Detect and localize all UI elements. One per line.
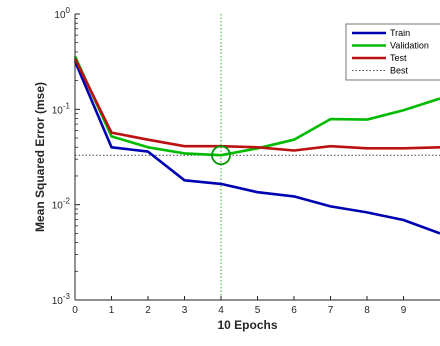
- legend-label-best: Best: [390, 66, 409, 76]
- y-tick-label: 10-1: [52, 101, 71, 116]
- best-reference-lines: [75, 14, 440, 300]
- legend: Train Validation Test Best: [345, 23, 440, 81]
- x-tick-label: 8: [364, 305, 370, 316]
- x-tick-label: 5: [255, 305, 261, 316]
- x-tick-label: 2: [145, 305, 151, 316]
- y-tick-label: 10-3: [52, 292, 71, 307]
- x-tick-label: 9: [401, 305, 407, 316]
- x-axis-title: 10 Epochs: [217, 318, 277, 332]
- series-line-test: [73, 58, 440, 152]
- x-tick-label: 7: [328, 305, 334, 316]
- x-tick-label: 4: [218, 305, 224, 316]
- best-marker: [211, 145, 231, 166]
- y-axis-ticks: 100 10-1 10-2 10-3: [52, 6, 80, 307]
- x-tick-label: 1: [109, 305, 115, 316]
- legend-label-validation: Validation: [390, 41, 429, 51]
- x-tick-label: 3: [182, 305, 188, 316]
- y-axis-title: Mean Squared Error (mse): [33, 82, 47, 232]
- y-tick-label: 10-2: [52, 197, 71, 212]
- legend-label-test: Test: [390, 53, 407, 63]
- x-tick-label: 6: [291, 305, 297, 316]
- x-tick-label: 0: [72, 305, 78, 316]
- x-axis-ticks: 0 1 2 3 4 5 6 7 8 9: [72, 296, 407, 316]
- legend-label-train: Train: [390, 28, 410, 38]
- series-line-train: [73, 60, 440, 235]
- best-marker-group: [211, 145, 231, 166]
- series-lines: [73, 55, 440, 235]
- y-tick-label: 100: [54, 6, 70, 21]
